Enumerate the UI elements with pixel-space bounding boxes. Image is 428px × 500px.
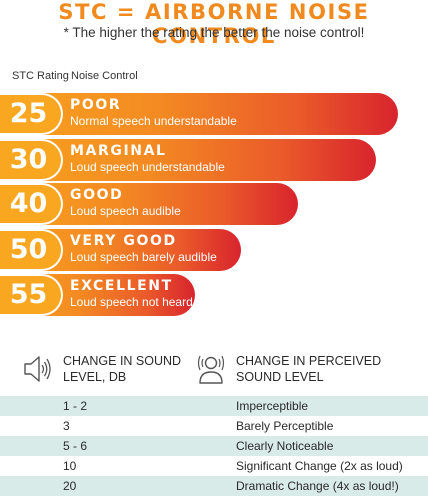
listener-icon [197, 355, 225, 384]
rating-bar-good: 40 GOOD Loud speech audible [0, 183, 298, 225]
rating-label: GOOD [70, 187, 124, 203]
table-row: 5 - 6 Clearly Noticeable [0, 436, 428, 456]
perceived-level-header: CHANGE IN PERCEIVED SOUND LEVEL [236, 353, 381, 385]
rating-label: POOR [70, 97, 122, 113]
perceived-level-header-line1: CHANGE IN PERCEIVED [236, 354, 382, 368]
table-row: 10 Significant Change (2x as loud) [0, 456, 428, 476]
stc-rating-column-header: STC Rating [12, 70, 69, 82]
rating-value: 55 [0, 274, 63, 316]
rating-bar-poor: 25 POOR Normal speech understandable [0, 93, 398, 135]
perceived-value: Significant Change (2x as loud) [236, 459, 403, 473]
db-value: 10 [63, 459, 77, 473]
sound-level-header: CHANGE IN SOUND LEVEL, DB [63, 353, 181, 385]
rating-description: Normal speech understandable [70, 114, 237, 128]
rating-bar-very-good: 50 VERY GOOD Loud speech barely audible [0, 229, 241, 271]
db-value: 20 [63, 479, 77, 493]
db-value: 1 - 2 [63, 399, 88, 413]
table-row: 1 - 2 Imperceptible [0, 396, 428, 416]
db-value: 5 - 6 [63, 439, 88, 453]
rating-description: Loud speech audible [70, 204, 181, 218]
perceived-value: Clearly Noticeable [236, 439, 334, 453]
rating-label: MARGINAL [70, 143, 167, 159]
rating-label: EXCELLENT [70, 278, 173, 294]
page-subtitle: * The higher the rating the better the n… [63, 25, 365, 40]
rating-description: Loud speech barely audible [70, 250, 217, 264]
page-title: STC = AIRBORNE NOISE CONTROL [58, 0, 370, 48]
db-value: 3 [63, 419, 70, 433]
perceived-level-header-line2: SOUND LEVEL [236, 370, 324, 384]
rating-bar-excellent: 55 EXCELLENT Loud speech not heard [0, 274, 195, 316]
noise-control-column-header: Noise Control [71, 70, 138, 82]
rating-description: Loud speech not heard [70, 295, 193, 309]
rating-value: 50 [0, 229, 63, 271]
rating-value: 40 [0, 183, 63, 225]
rating-label: VERY GOOD [70, 233, 177, 249]
table-row: 20 Dramatic Change (4x as loud!) [0, 476, 428, 496]
rating-value: 25 [0, 93, 63, 135]
sound-level-header-line1: CHANGE IN SOUND [63, 354, 182, 368]
rating-description: Loud speech understandable [70, 160, 225, 174]
perceived-value: Dramatic Change (4x as loud!) [236, 479, 399, 493]
table-row: 3 Barely Perceptible [0, 416, 428, 436]
rating-bar-marginal: 30 MARGINAL Loud speech understandable [0, 139, 376, 181]
rating-value: 30 [0, 139, 63, 181]
perceived-value: Barely Perceptible [236, 419, 334, 433]
sound-level-header-line2: LEVEL, DB [63, 370, 127, 384]
speaker-icon [24, 356, 51, 382]
perceived-value: Imperceptible [236, 399, 309, 413]
